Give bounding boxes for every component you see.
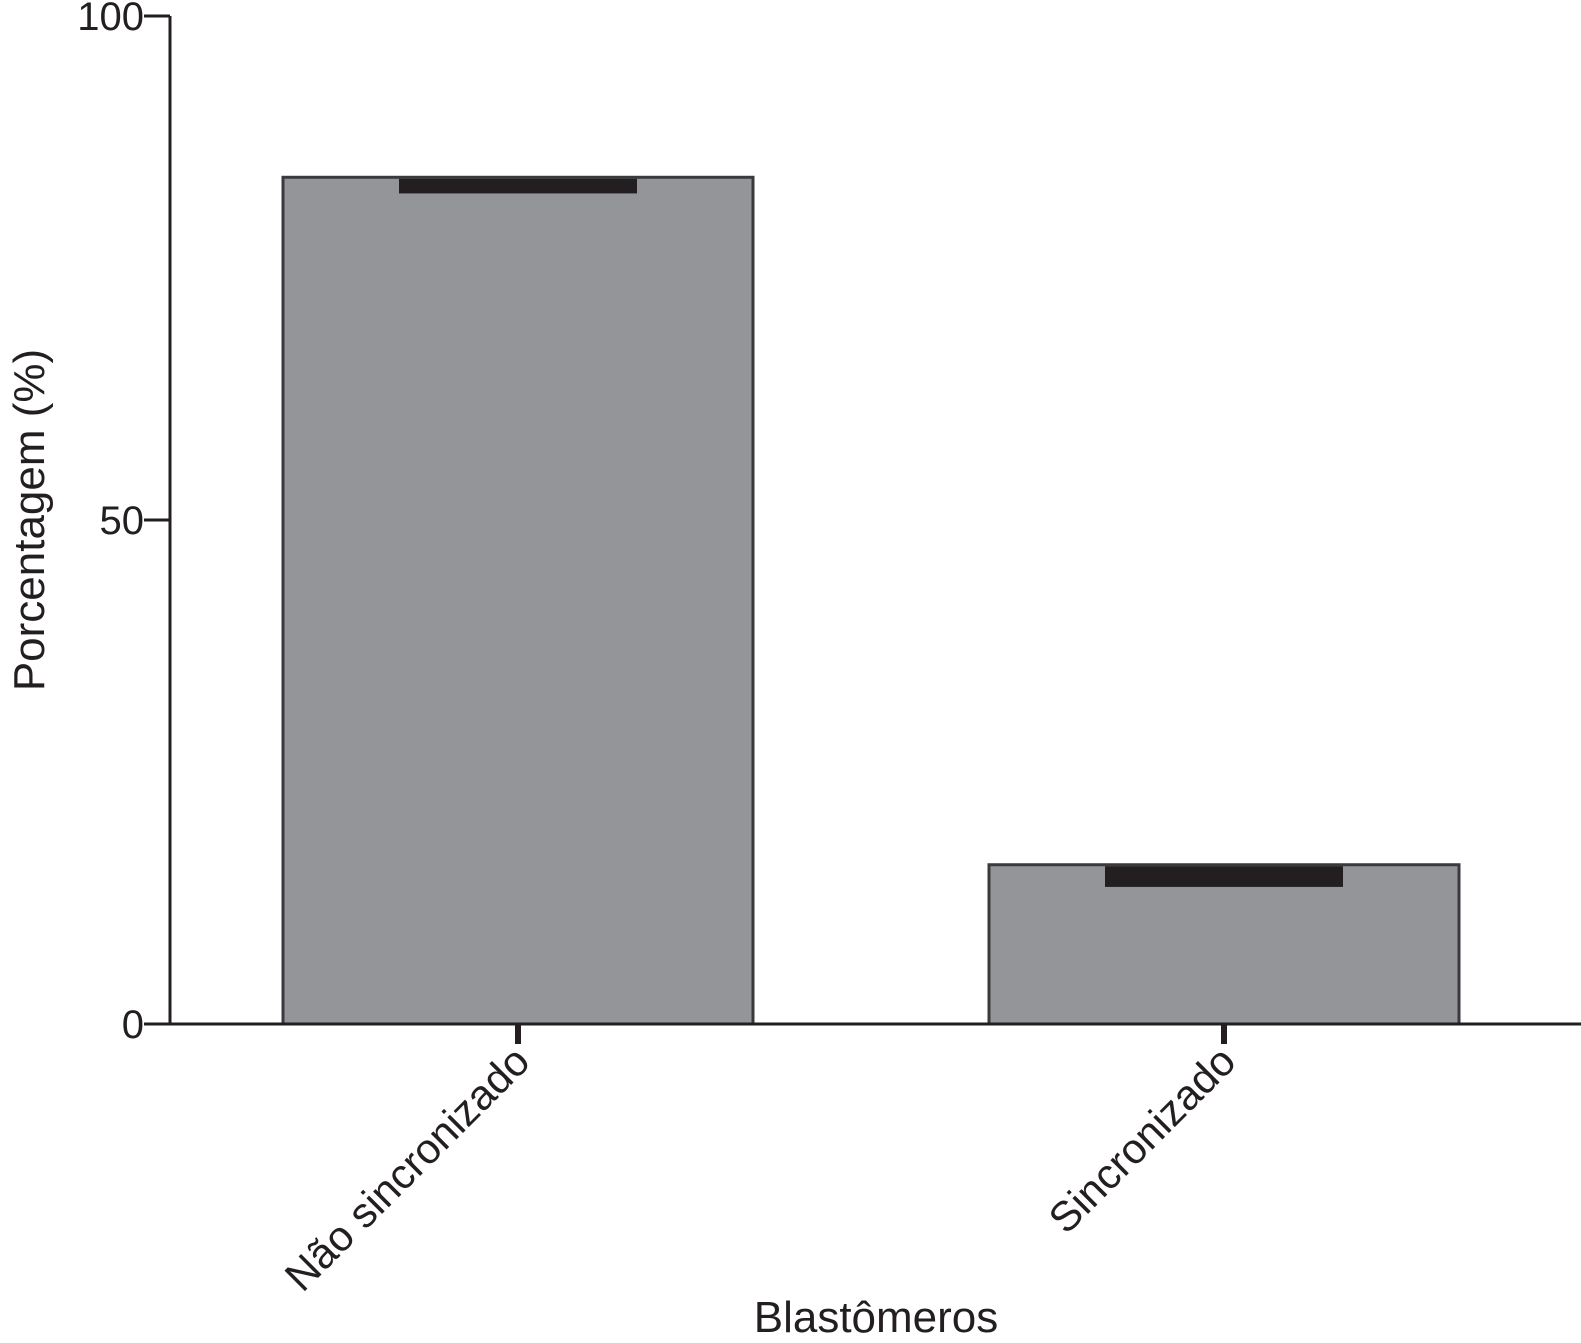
x-category-label: Não sincronizado — [276, 1037, 539, 1300]
error-bar-1 — [399, 178, 637, 194]
y-axis-title: Porcentagem (%) — [5, 349, 54, 691]
y-tick-label: 0 — [122, 1003, 144, 1047]
y-ticks: 0 50 100 — [77, 0, 170, 1047]
y-tick-label: 100 — [77, 0, 144, 39]
error-bar-2 — [1105, 866, 1343, 887]
y-tick-label: 50 — [100, 499, 145, 543]
plot-area — [281, 175, 1461, 1026]
x-axis-title: Blastômeros — [754, 1293, 999, 1342]
x-category-label: Sincronizado — [1039, 1037, 1244, 1242]
bar-2 — [987, 863, 1461, 1026]
bar-1 — [281, 175, 755, 1026]
x-ticks: Não sincronizado Sincronizado — [276, 1024, 1244, 1300]
